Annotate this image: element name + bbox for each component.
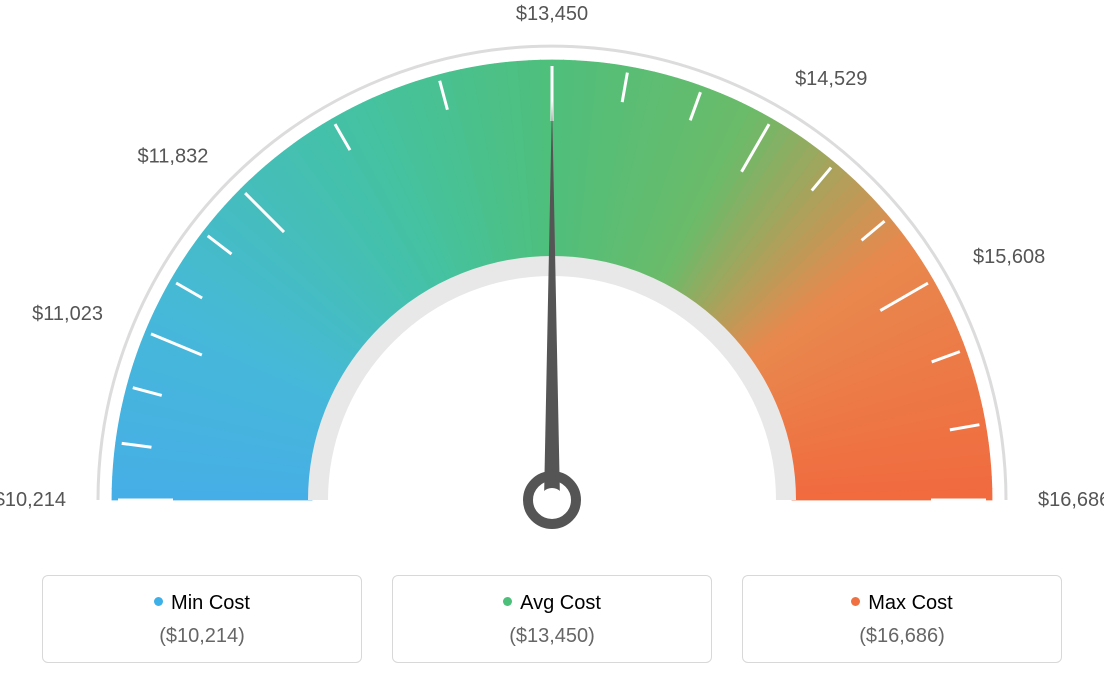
legend-card-min: Min Cost ($10,214) <box>42 575 362 663</box>
legend-value: ($16,686) <box>753 625 1051 648</box>
legend-row: Min Cost ($10,214) Avg Cost ($13,450) Ma… <box>0 575 1104 663</box>
svg-text:$11,023: $11,023 <box>32 303 103 325</box>
svg-text:$16,686: $16,686 <box>1038 489 1104 511</box>
dot-icon <box>154 597 163 606</box>
legend-value: ($10,214) <box>53 625 351 648</box>
legend-title: Max Cost <box>753 592 1051 615</box>
legend-card-max: Max Cost ($16,686) <box>742 575 1062 663</box>
gauge-svg: $10,214 $11,023 $11,832 $13,450 $14,529 $15,6… <box>0 0 1104 560</box>
legend-title: Min Cost <box>53 592 351 615</box>
svg-text:$10,214: $10,214 <box>0 489 66 511</box>
legend-title-text: Max Cost <box>868 592 952 614</box>
dot-icon <box>851 597 860 606</box>
svg-text:$14,529: $14,529 <box>795 68 867 90</box>
svg-text:$15,608: $15,608 <box>973 246 1045 268</box>
legend-title: Avg Cost <box>403 592 701 615</box>
svg-text:$11,832: $11,832 <box>138 145 209 167</box>
legend-title-text: Min Cost <box>171 592 250 614</box>
svg-text:$13,450: $13,450 <box>516 3 588 25</box>
legend-card-avg: Avg Cost ($13,450) <box>392 575 712 663</box>
chart-container: $10,214 $11,023 $11,832 $13,450 $14,529 $15,6… <box>0 0 1104 690</box>
legend-title-text: Avg Cost <box>520 592 601 614</box>
dot-icon <box>503 597 512 606</box>
legend-value: ($13,450) <box>403 625 701 648</box>
gauge: $10,214 $11,023 $11,832 $13,450 $14,529 $15,6… <box>0 0 1104 560</box>
